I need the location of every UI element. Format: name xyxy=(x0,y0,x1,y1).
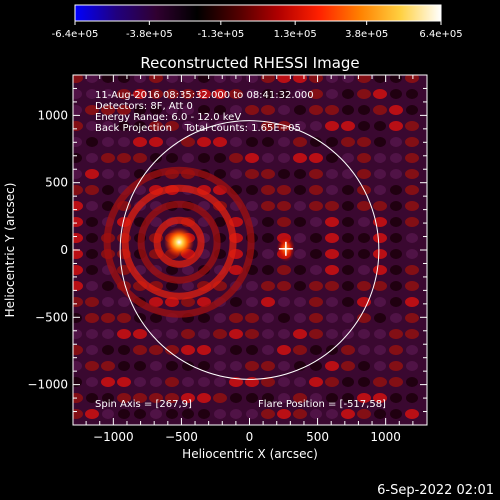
y-tick-label: 1000 xyxy=(37,108,68,122)
primary-flare-source xyxy=(164,227,195,258)
x-tick-label: 0 xyxy=(246,430,254,444)
flare-position-label: Flare Position = [-517,58] xyxy=(258,399,386,410)
footer-date: 6-Sep-2022 02:01 xyxy=(377,483,494,498)
info-line-time: 11-Aug-2016 08:35:32.000 to 08:41:32.000 xyxy=(95,90,314,101)
solar-limb-circle xyxy=(119,120,380,380)
x-tick-label: −500 xyxy=(165,430,198,444)
y-tick-label: 500 xyxy=(45,176,68,190)
colorbar-tick-label: 6.4e+05 xyxy=(419,29,462,40)
colorbar-tick-label: 3.8e+05 xyxy=(345,29,388,40)
spin-axis-label: Spin Axis = [267,9] xyxy=(95,399,192,410)
info-line-method-counts: Back Projection Total counts: 1.65E+05 xyxy=(95,123,301,134)
colorbar-tick-label: -3.8e+05 xyxy=(126,29,173,40)
x-tick-label: −1000 xyxy=(93,430,134,444)
y-axis-label: Heliocentric Y (arcsec) xyxy=(3,183,17,318)
heatmap xyxy=(73,75,427,425)
y-tick-label: −1000 xyxy=(27,378,68,392)
plot-title: Reconstructed RHESSI Image xyxy=(140,54,359,72)
colorbar-tick-label: 1.3e+05 xyxy=(274,29,317,40)
colorbar-tick-label: -1.3e+05 xyxy=(197,29,244,40)
y-tick-label: 0 xyxy=(60,243,68,257)
info-line-energy: Energy Range: 6.0 - 12.0 keV xyxy=(95,112,241,123)
x-tick-label: 1000 xyxy=(370,430,401,444)
colorbar xyxy=(74,4,442,22)
axis-ticks: −1000 −500 0 500 1000 −1000 −500 0 500 1000 xyxy=(27,75,427,444)
colorbar-tick-label: -6.4e+05 xyxy=(52,29,99,40)
spin-axis-cross-marker xyxy=(278,241,293,256)
info-line-detectors: Detectors: 8F, Att 0 xyxy=(95,101,193,112)
x-axis-label: Heliocentric X (arcsec) xyxy=(182,447,318,461)
colorbar-ticks: -6.4e+05 -3.8e+05 -1.3e+05 1.3e+05 3.8e+05 6.… xyxy=(52,21,463,40)
y-tick-label: −500 xyxy=(35,310,68,324)
interference-fringes xyxy=(73,75,419,419)
x-tick-label: 500 xyxy=(306,430,329,444)
